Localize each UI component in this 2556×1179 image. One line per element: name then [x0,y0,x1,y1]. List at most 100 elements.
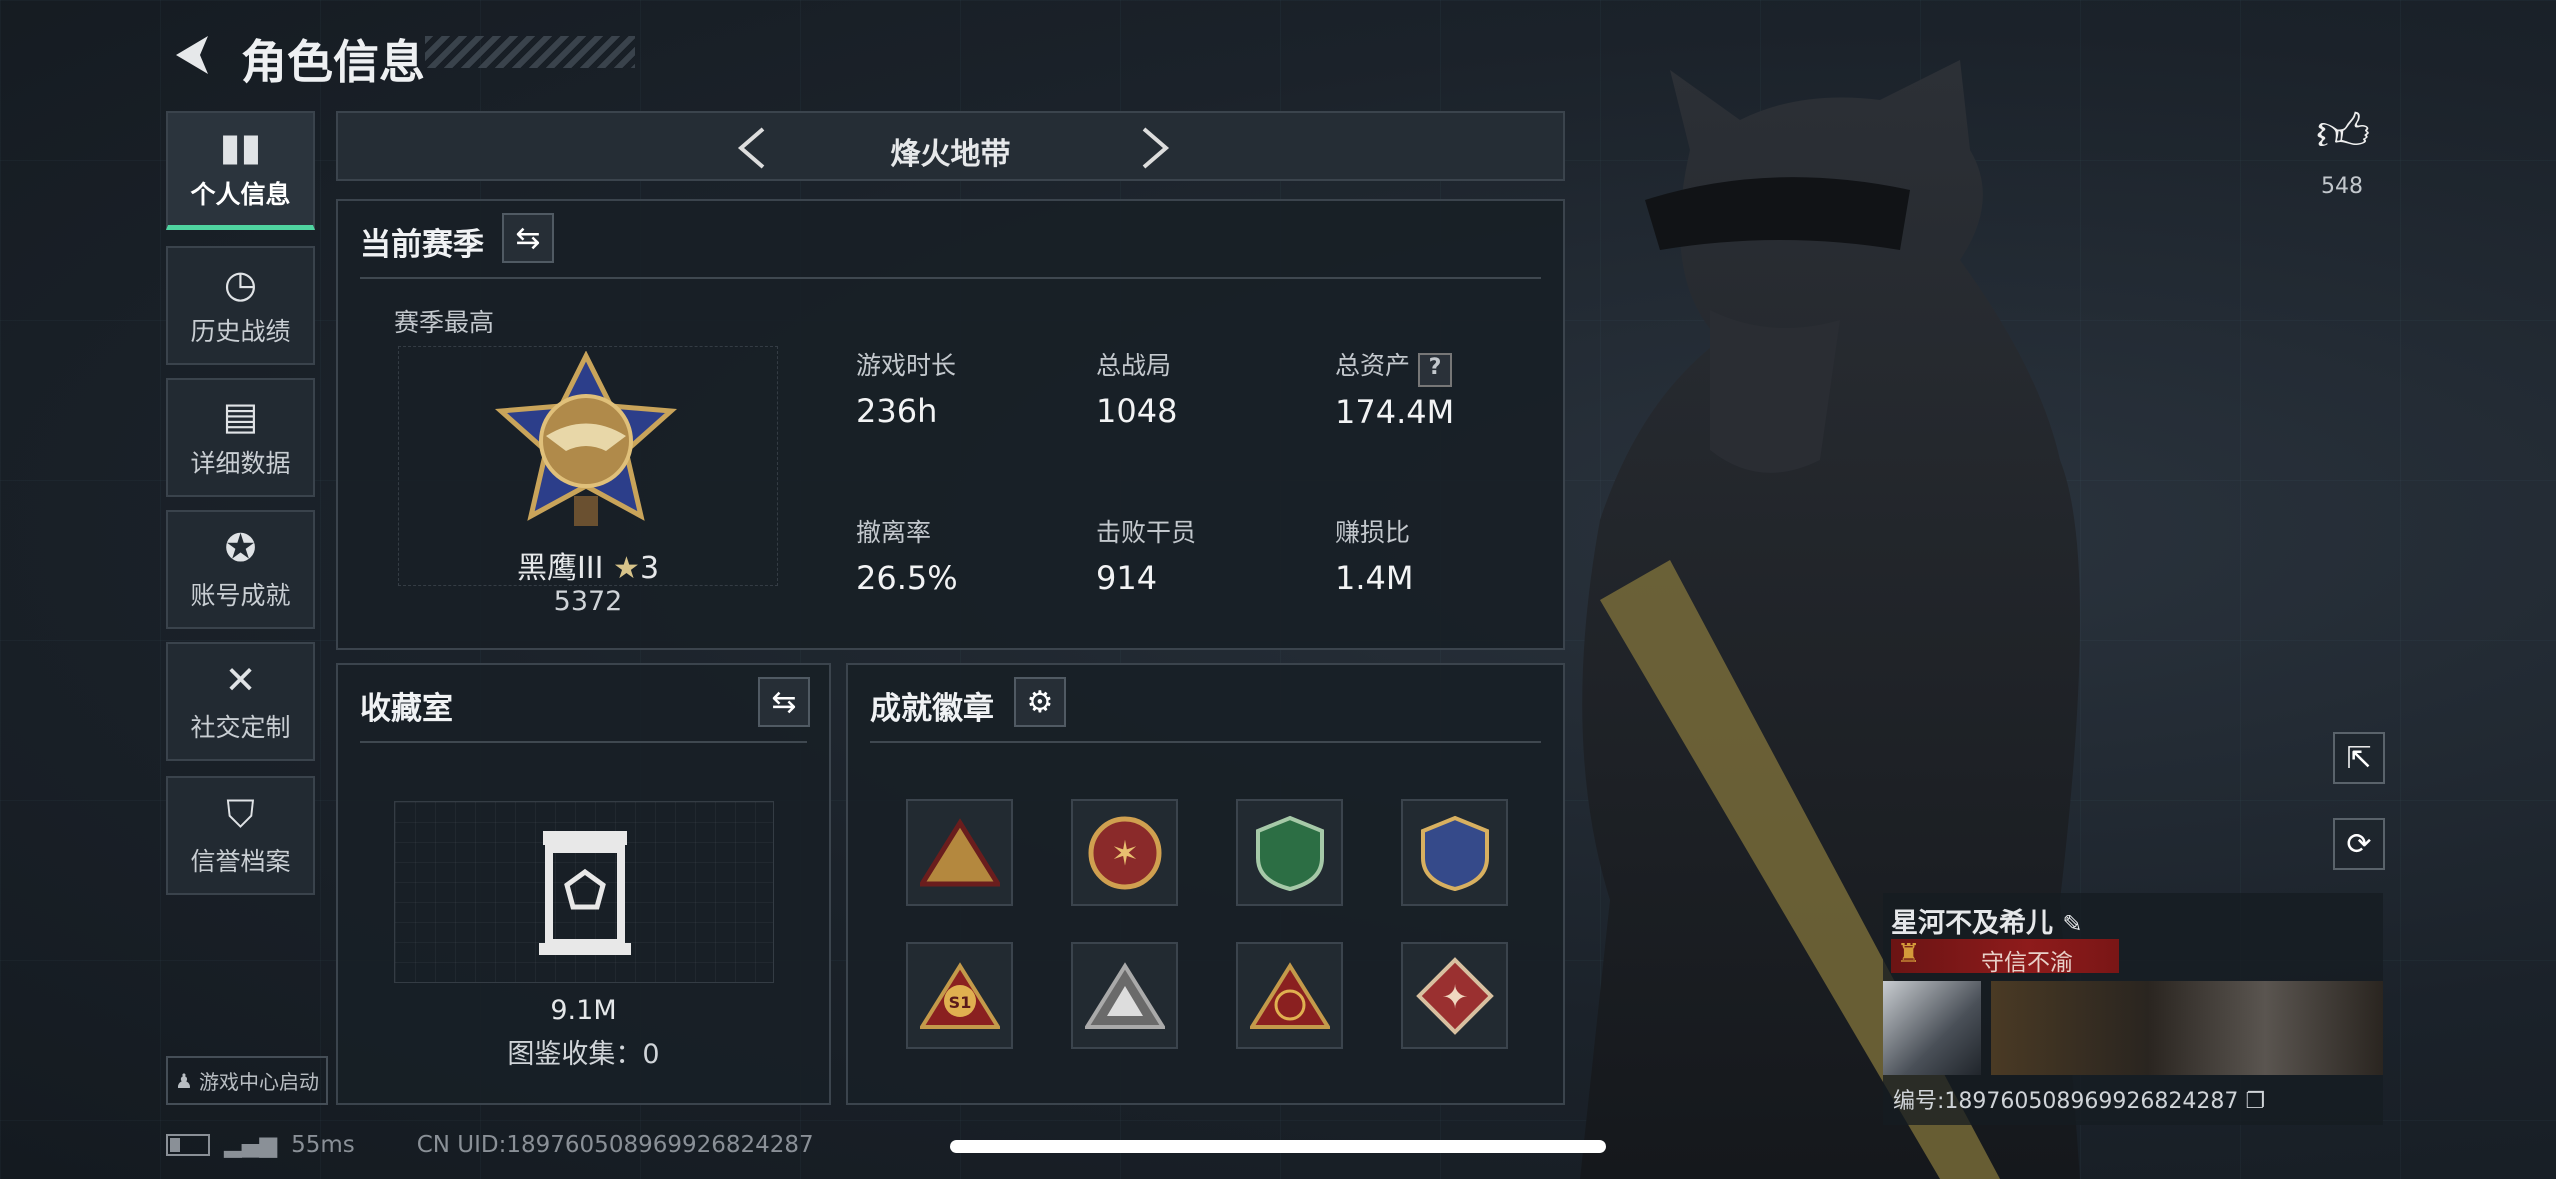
mode-name: 烽火地带 [890,137,1011,172]
badge-item[interactable] [906,799,1013,906]
current-season-panel: 当前赛季 ⇆ 赛季最高 黑鹰III ★3 5372 游戏时长 236h 总战局 10… [336,199,1565,650]
collection-count: 图鉴收集：0 [507,1039,660,1070]
triangle-badge-icon [919,817,1000,886]
player-name: 星河不及希儿 ✎ [1891,908,2083,939]
status-bar: ▂▄▆ 55ms CN UID:189760508969926824287 [166,1132,814,1158]
chevron-right-icon[interactable] [1138,125,1174,171]
stat-value: 236h [856,392,938,430]
home-indicator[interactable] [950,1140,1606,1153]
help-icon[interactable]: ? [1417,353,1452,387]
avatar[interactable] [1883,981,1981,1075]
rank-score: 5372 [553,586,623,617]
compass-badge-icon [1249,961,1330,1029]
swap-icon: ⇆ [515,220,541,256]
sidebar-item-label: 信誉档案 [190,846,291,876]
launch-label: 游戏中心启动 [198,1070,319,1094]
rank-stars: 3 [639,551,660,586]
stat-label: 赚损比 [1335,518,1411,547]
swap-collection-button[interactable]: ⇆ [758,677,810,727]
sidebar-item-details[interactable]: ▤ 详细数据 [166,378,315,497]
star-badge-icon: ✶ [1088,816,1161,889]
stat-value: 1.4M [1335,559,1414,597]
sidebar-item-history[interactable]: ◷ 历史战绩 [166,246,315,365]
sidebar-item-social[interactable]: ✕ 社交定制 [166,642,315,761]
title-emblem-icon: ♜ [1897,939,1921,969]
uid-text: CN UID:189760508969926824287 [416,1132,814,1158]
thumbs-up-icon[interactable]: 👍︎ [2316,103,2371,163]
bar-chart-icon: ▮▮ [219,125,262,169]
title-text: 守信不渝 [1981,950,2073,976]
sidebar-item-label: 社交定制 [190,712,291,742]
swap-icon: ⇆ [771,684,797,720]
folder-icon: ▤ [222,393,259,438]
sidebar-item-personal-info[interactable]: ▮▮ 个人信息 [166,111,315,230]
badge-grid: ✶ S1 ✦ [906,799,1508,1049]
share-button[interactable]: ⇱ [2333,732,2385,784]
stat-label: 总资产 ? [1335,346,1454,387]
refresh-icon: ⟳ [2346,826,2372,862]
sidebar-item-achievements[interactable]: ✪ 账号成就 [166,510,315,629]
stat-value: 914 [1096,559,1158,597]
s1-badge-icon: S1 [919,961,1000,1029]
stat-label: 撤离率 [856,518,932,547]
share-icon: ⇱ [2346,740,2372,776]
collection-preview[interactable] [394,801,774,983]
svg-text:✦: ✦ [1441,978,1468,1016]
game-center-launch-button[interactable]: ♟ 游戏中心启动 [166,1056,328,1105]
stat-value: 174.4M [1335,393,1455,431]
collection-title: 收藏室 [360,691,453,727]
grey-triangle-badge-icon [1084,961,1165,1029]
badge-settings-button[interactable]: ⚙ [1014,677,1066,727]
wing-badge-icon [1420,815,1489,891]
svg-text:✶: ✶ [1110,834,1139,874]
like-count: 548 [2321,174,2363,199]
stat-value: 26.5% [856,559,958,597]
edit-icon[interactable]: ✎ [2062,910,2083,938]
achievement-badges-panel: 成就徽章 ⚙ ✶ S1 ✦ [846,663,1565,1105]
refresh-button[interactable]: ⟳ [2333,818,2385,870]
badges-title: 成就徽章 [870,691,994,727]
medal-icon: ✪ [224,525,257,570]
badge-item[interactable]: S1 [906,942,1013,1049]
sidebar-item-label: 历史战绩 [190,316,291,346]
sidebar-item-label: 个人信息 [190,180,291,209]
page-title: 角色信息 [241,35,425,89]
penguin-icon: ♟ [175,1068,193,1093]
season-best-label: 赛季最高 [394,308,495,337]
mode-selector: 烽火地带 [336,111,1565,181]
profile-card: 星河不及希儿 ✎ ♜ 守信不渝 编号:1897605089699268242​8… [1883,893,2383,1125]
back-arrow-icon[interactable] [168,30,218,80]
chevron-left-icon[interactable] [733,125,769,171]
stat-value: 1048 [1096,392,1178,430]
badge-item[interactable] [1236,942,1343,1049]
stat-label: 总战局 [1096,351,1172,380]
player-id: 编号:1897605089699268242​87 ❐ [1893,1089,2266,1114]
stat-label: 击败干员 [1096,518,1197,547]
collection-panel: 收藏室 ⇆ 9.1M 图鉴收集：0 [336,663,831,1105]
badge-item[interactable] [1401,799,1508,906]
shield-badge-icon [1255,815,1324,891]
rank-emblem-icon [494,351,678,526]
signal-icon: ▂▄▆ [224,1132,278,1158]
sidebar-item-label: 详细数据 [190,448,291,478]
display-case-icon [539,831,631,955]
shield-icon: ⛉ [226,791,255,836]
sidebar-item-credit[interactable]: ⛉ 信誉档案 [166,776,315,895]
rank-name: 黑鹰III [516,551,604,586]
stat-label: 游戏时长 [856,351,957,380]
rank-line: 黑鹰III ★3 [398,543,778,587]
clock-icon: ◷ [223,261,258,306]
svg-text:S1: S1 [948,993,971,1012]
badge-item[interactable] [1071,942,1178,1049]
runner-badge-icon: ✦ [1415,956,1494,1035]
badge-item[interactable]: ✦ [1401,942,1508,1049]
season-title: 当前赛季 [360,227,484,263]
name-card-banner [1991,981,2383,1075]
badge-item[interactable]: ✶ [1071,799,1178,906]
sidebar-item-label: 账号成就 [190,580,291,610]
ping-value: 55ms [291,1132,355,1158]
badge-item[interactable] [1236,799,1343,906]
swap-season-button[interactable]: ⇆ [502,213,554,263]
gear-icon: ⚙ [1026,684,1054,720]
copy-icon[interactable]: ❐ [2245,1089,2266,1114]
